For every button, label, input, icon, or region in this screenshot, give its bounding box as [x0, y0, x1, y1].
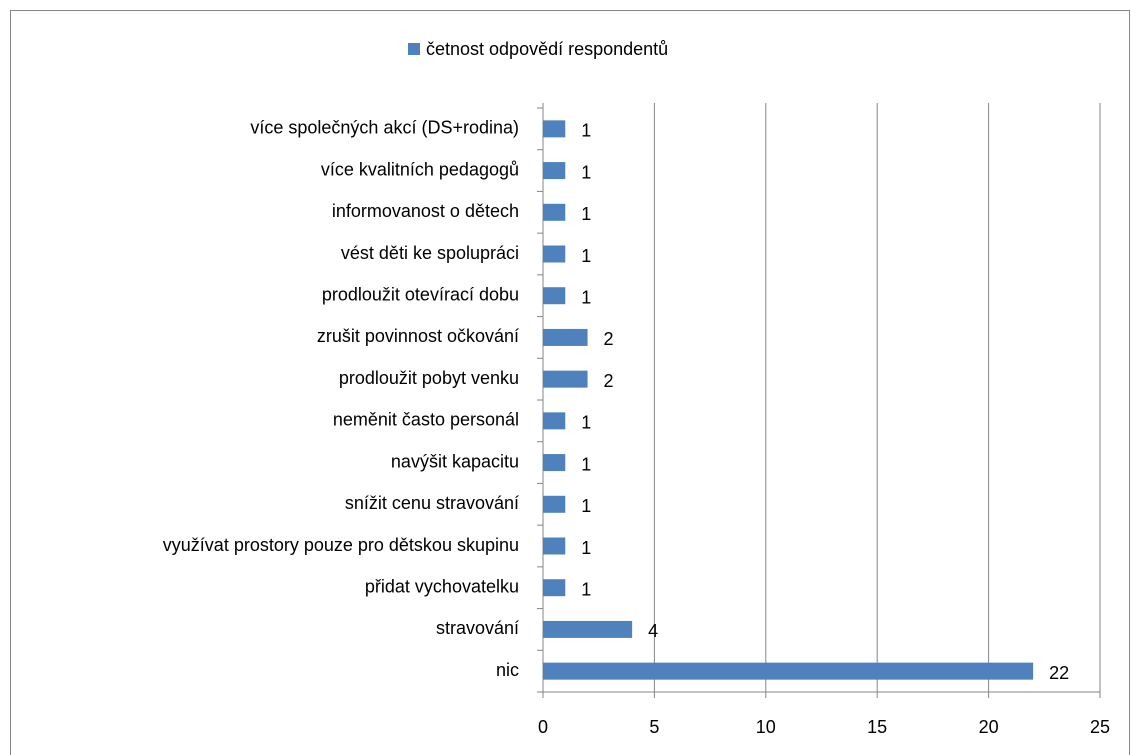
value-label: 1: [581, 538, 591, 558]
x-tick-label: 0: [538, 717, 548, 737]
x-tick-label: 5: [649, 717, 659, 737]
value-label: 1: [581, 454, 591, 474]
y-tick-label: prodloužit otevírací dobu: [322, 284, 519, 304]
bar: [543, 245, 566, 263]
bar: [543, 662, 1034, 680]
bar: [543, 495, 566, 513]
y-tick-label: neměnit často personál: [333, 410, 519, 430]
bar: [543, 454, 566, 472]
bar: [543, 162, 566, 180]
y-tick-label: prodloužit pobyt venku: [339, 368, 519, 388]
value-label: 2: [604, 329, 614, 349]
bar: [543, 579, 566, 597]
x-tick-label: 25: [1090, 717, 1110, 737]
y-tick-label: informovanost o dětech: [332, 201, 519, 221]
value-label: 2: [604, 371, 614, 391]
value-label: 1: [581, 413, 591, 433]
bar: [543, 620, 633, 638]
chart-border: [10, 10, 1130, 755]
y-tick-label: přidat vychovatelku: [365, 576, 519, 596]
bar: [543, 412, 566, 430]
x-tick-label: 20: [979, 717, 999, 737]
bar: [543, 120, 566, 138]
y-tick-label: zrušit povinnost očkování: [317, 326, 519, 346]
value-label: 1: [581, 287, 591, 307]
bar: [543, 203, 566, 221]
bar: [543, 287, 566, 305]
y-tick-label: nic: [496, 660, 519, 680]
y-tick-label: více kvalitních pedagogů: [321, 159, 519, 179]
legend-swatch: [408, 43, 420, 55]
value-label: 1: [581, 246, 591, 266]
value-label: 1: [581, 204, 591, 224]
bar: [543, 370, 588, 388]
value-label: 1: [581, 121, 591, 141]
y-tick-label: stravování: [436, 618, 519, 638]
y-tick-label: vést děti ke spolupráci: [341, 243, 519, 263]
y-tick-label: snížit cenu stravování: [345, 493, 519, 513]
x-tick-label: 10: [756, 717, 776, 737]
y-tick-label: více společných akcí (DS+rodina): [250, 118, 519, 138]
y-tick-label: navýšit kapacitu: [391, 451, 519, 471]
bar: [543, 537, 566, 555]
x-tick-label: 15: [867, 717, 887, 737]
legend-label: četnost odpovědí respondentů: [426, 39, 668, 59]
bar: [543, 328, 588, 346]
value-label: 1: [581, 496, 591, 516]
y-tick-label: využívat prostory pouze pro dětskou skup…: [163, 535, 519, 555]
value-label: 4: [648, 621, 658, 641]
value-label: 1: [581, 162, 591, 182]
value-label: 1: [581, 579, 591, 599]
value-label: 22: [1049, 663, 1069, 683]
